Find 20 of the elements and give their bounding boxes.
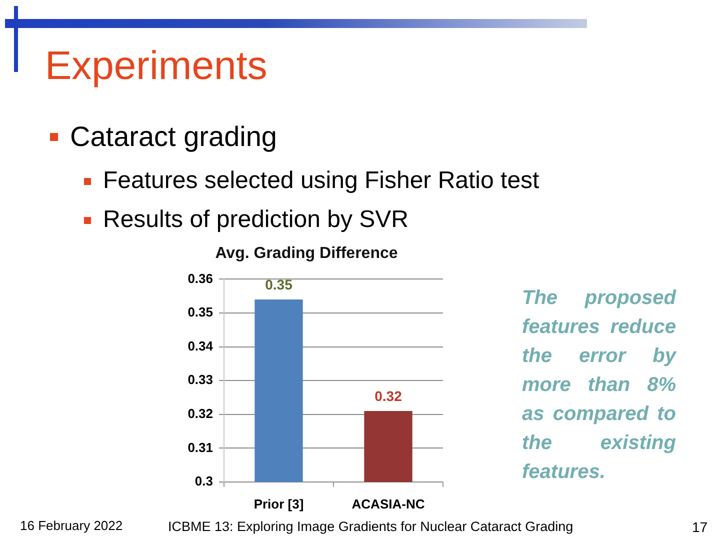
y-tick-label: 0.32 [188, 406, 213, 421]
text: 17 [692, 519, 708, 536]
data-label: 0.32 [374, 388, 402, 404]
y-tick-label: 0.3 [194, 474, 213, 489]
x-tick-label: ACASIA-NC [352, 496, 426, 512]
text: Results of prediction by SVR [103, 206, 408, 234]
text: Experiments [45, 43, 268, 89]
y-tick-label: 0.35 [188, 304, 213, 320]
y-tick-label: 0.31 [188, 440, 213, 455]
text: The proposed features reduce the error by more than 8% as compared to the existing features. [522, 286, 676, 485]
data-label: 0.35 [265, 276, 293, 292]
y-tick-label: 0.34 [188, 338, 214, 354]
text: Features selected using Fisher Ratio test [103, 167, 540, 195]
chart-title: Avg. Grading Difference [215, 245, 398, 262]
y-tick-label: 0.36 [188, 270, 213, 286]
text: Cataract grading [70, 121, 278, 154]
y-tick-label: 0.33 [188, 372, 213, 388]
text: ICBME 13: Exploring Image Gradients for Nuclear Cataract Grading [168, 519, 574, 535]
x-tick-label: Prior [3] [254, 496, 304, 512]
text: 16 February 2022 [20, 518, 123, 534]
